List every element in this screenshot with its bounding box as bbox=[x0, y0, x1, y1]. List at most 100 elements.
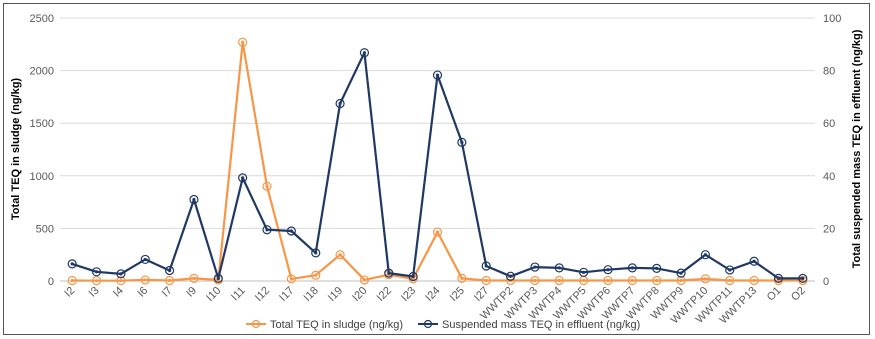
series-0-point bbox=[554, 275, 564, 286]
series-1-point-dot bbox=[338, 101, 342, 106]
legend-label-effluent: Suspended mass TEQ in effluent (ng/kg) bbox=[442, 319, 640, 331]
series-1-point bbox=[189, 194, 199, 205]
left-tick-label: 0 bbox=[48, 276, 54, 288]
series-0-point bbox=[432, 227, 443, 237]
series-1 bbox=[67, 48, 808, 283]
series-0-point bbox=[359, 275, 370, 285]
series-1-point-dot bbox=[776, 276, 781, 280]
series-0-point-dot bbox=[557, 278, 561, 283]
series-1-point-dot bbox=[314, 251, 318, 255]
series-0-point bbox=[676, 275, 686, 286]
x-tick-label: I3 bbox=[87, 285, 102, 300]
series-1-point bbox=[773, 273, 784, 283]
series-1-point bbox=[164, 265, 175, 276]
series-0-point-dot bbox=[167, 278, 172, 283]
series-1-point-dot bbox=[435, 73, 440, 77]
series-1-point-dot bbox=[606, 268, 610, 272]
series-0-point-dot bbox=[752, 278, 756, 283]
series-0-point bbox=[530, 275, 540, 286]
series-1-point-dot bbox=[679, 271, 683, 275]
gridlines bbox=[60, 17, 815, 282]
series-1-point bbox=[432, 70, 443, 80]
left-tick-label: 2500 bbox=[30, 13, 54, 25]
series-1-point bbox=[116, 269, 126, 279]
series-1-point-dot bbox=[484, 264, 488, 268]
series-0-point bbox=[749, 275, 759, 286]
x-tick-label: I6 bbox=[135, 285, 150, 300]
series-0-point-dot bbox=[606, 278, 610, 283]
series-0-point-dot bbox=[484, 278, 488, 283]
series-1-point-dot bbox=[801, 276, 805, 280]
series-1-point-dot bbox=[655, 266, 659, 270]
series-1-point bbox=[798, 273, 808, 283]
series-1-point bbox=[408, 271, 418, 282]
series-1-point-dot bbox=[582, 270, 586, 274]
series-1-point-dot bbox=[192, 197, 196, 202]
left-tick-label: 1000 bbox=[30, 171, 54, 183]
series-1-point bbox=[676, 268, 686, 278]
series-1-point bbox=[749, 256, 759, 266]
series-1-point-dot bbox=[119, 272, 123, 276]
legend-label-sludge: Total TEQ in sludge (ng/kg) bbox=[270, 319, 403, 331]
series-1-point bbox=[384, 268, 394, 278]
series-0-point bbox=[238, 37, 248, 47]
x-tick-label: O2 bbox=[789, 285, 808, 304]
series-0-point-dot bbox=[314, 273, 318, 277]
series-0-point bbox=[457, 273, 467, 283]
series-0-point-dot bbox=[435, 230, 440, 234]
series-0-point-dot bbox=[728, 278, 732, 283]
series-0-point-dot bbox=[362, 278, 367, 282]
series-0-point-dot bbox=[70, 278, 74, 283]
series-0-point-dot bbox=[655, 278, 659, 283]
series-1-point-dot bbox=[289, 229, 293, 233]
series-0-point bbox=[262, 181, 272, 191]
series-0-point-dot bbox=[703, 277, 708, 281]
series-1-point-dot bbox=[70, 262, 74, 266]
series-1-point bbox=[457, 137, 467, 147]
x-tick-label: I23 bbox=[399, 285, 418, 304]
series-1-point-dot bbox=[752, 259, 756, 263]
series-1-point-dot bbox=[557, 266, 561, 270]
series-1-point-dot bbox=[508, 274, 513, 278]
series-0-point bbox=[116, 276, 126, 286]
series-1-point bbox=[530, 262, 540, 272]
x-axis-ticks: I2 I3 I4 I6 I7 I9 I10 I11 I12 I17 I18 I19 I20 I22 I23 I… bbox=[62, 285, 808, 327]
x-tick-label: I12 bbox=[253, 285, 272, 304]
series-0-point bbox=[164, 275, 175, 286]
series-1-point bbox=[140, 254, 150, 265]
series-0-point bbox=[91, 276, 102, 286]
left-tick-label: 1500 bbox=[30, 118, 54, 130]
series-0-point bbox=[603, 275, 613, 286]
series-1-point-dot bbox=[167, 268, 172, 273]
series-0-point bbox=[140, 275, 150, 285]
series-1-point bbox=[481, 261, 491, 271]
right-axis-ticks: 0 20 40 60 80 100 bbox=[823, 13, 841, 288]
series-1-point-dot bbox=[703, 253, 708, 257]
series-0-point-dot bbox=[94, 279, 99, 283]
left-axis-title: Total TEQ in sludge (ng/kg) bbox=[10, 78, 22, 221]
series-1-point-dot bbox=[143, 257, 147, 262]
series-0-point bbox=[481, 275, 491, 286]
series-1-point-dot bbox=[265, 228, 269, 232]
series-1-point bbox=[554, 263, 564, 273]
series-0-point-dot bbox=[119, 279, 123, 283]
right-tick-label: 20 bbox=[823, 223, 835, 235]
right-tick-label: 40 bbox=[823, 171, 835, 183]
series-0-point bbox=[189, 273, 199, 283]
series-1-point-dot bbox=[362, 51, 367, 55]
series-1-point bbox=[700, 250, 711, 260]
x-tick-label: O1 bbox=[765, 285, 784, 304]
series-0-point-dot bbox=[679, 278, 683, 283]
x-tick-label: I19 bbox=[326, 285, 345, 304]
series-1-point bbox=[335, 98, 345, 109]
series-0-point-dot bbox=[241, 40, 245, 44]
x-tick-label: I7 bbox=[160, 285, 175, 300]
x-tick-label: I11 bbox=[229, 285, 248, 304]
series-1-point-dot bbox=[387, 271, 391, 275]
x-tick-label: I24 bbox=[423, 285, 442, 304]
right-axis-title: Total suspended mass TEQ in effluent (ng… bbox=[851, 29, 863, 268]
series-1-point-dot bbox=[460, 140, 464, 144]
series-0-point bbox=[311, 270, 321, 280]
series-1-point bbox=[359, 48, 370, 58]
